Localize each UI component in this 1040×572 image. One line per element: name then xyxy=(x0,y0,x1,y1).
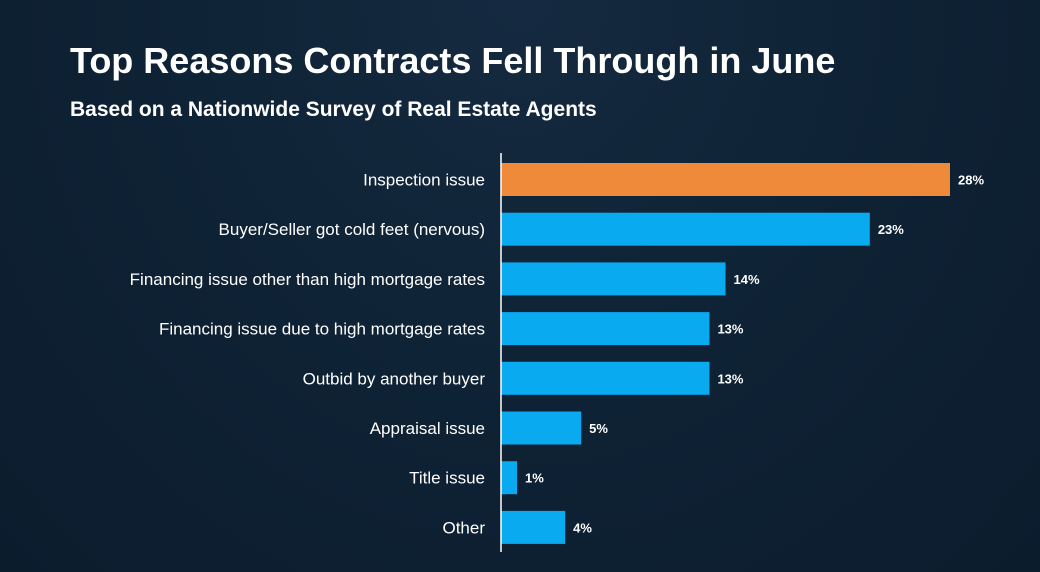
value-label-0: 28% xyxy=(958,173,984,188)
bar-1 xyxy=(501,212,870,246)
category-label-3: Financing issue due to high mortgage rat… xyxy=(159,320,485,339)
category-label-0: Inspection issue xyxy=(363,171,485,190)
bar-2 xyxy=(501,262,726,296)
category-label-4: Outbid by another buyer xyxy=(303,369,486,388)
value-label-5: 5% xyxy=(589,421,608,436)
category-label-7: Other xyxy=(442,518,485,537)
value-label-7: 4% xyxy=(573,520,592,535)
bar-5 xyxy=(501,411,582,445)
chart-title: Top Reasons Contracts Fell Through in Ju… xyxy=(70,40,836,81)
category-label-1: Buyer/Seller got cold feet (nervous) xyxy=(219,220,485,239)
category-label-6: Title issue xyxy=(409,469,485,488)
category-label-5: Appraisal issue xyxy=(370,419,485,438)
bar-4 xyxy=(501,361,710,395)
bar-7 xyxy=(501,510,566,544)
chart-subtitle: Based on a Nationwide Survey of Real Est… xyxy=(70,98,597,121)
value-label-6: 1% xyxy=(525,471,544,486)
value-label-2: 14% xyxy=(734,272,760,287)
bar-0 xyxy=(501,163,950,196)
value-label-3: 13% xyxy=(717,322,743,337)
bar-6 xyxy=(501,461,518,495)
bar-3 xyxy=(501,312,710,346)
value-label-4: 13% xyxy=(717,371,743,386)
value-label-1: 23% xyxy=(878,222,904,237)
category-label-2: Financing issue other than high mortgage… xyxy=(130,270,485,289)
